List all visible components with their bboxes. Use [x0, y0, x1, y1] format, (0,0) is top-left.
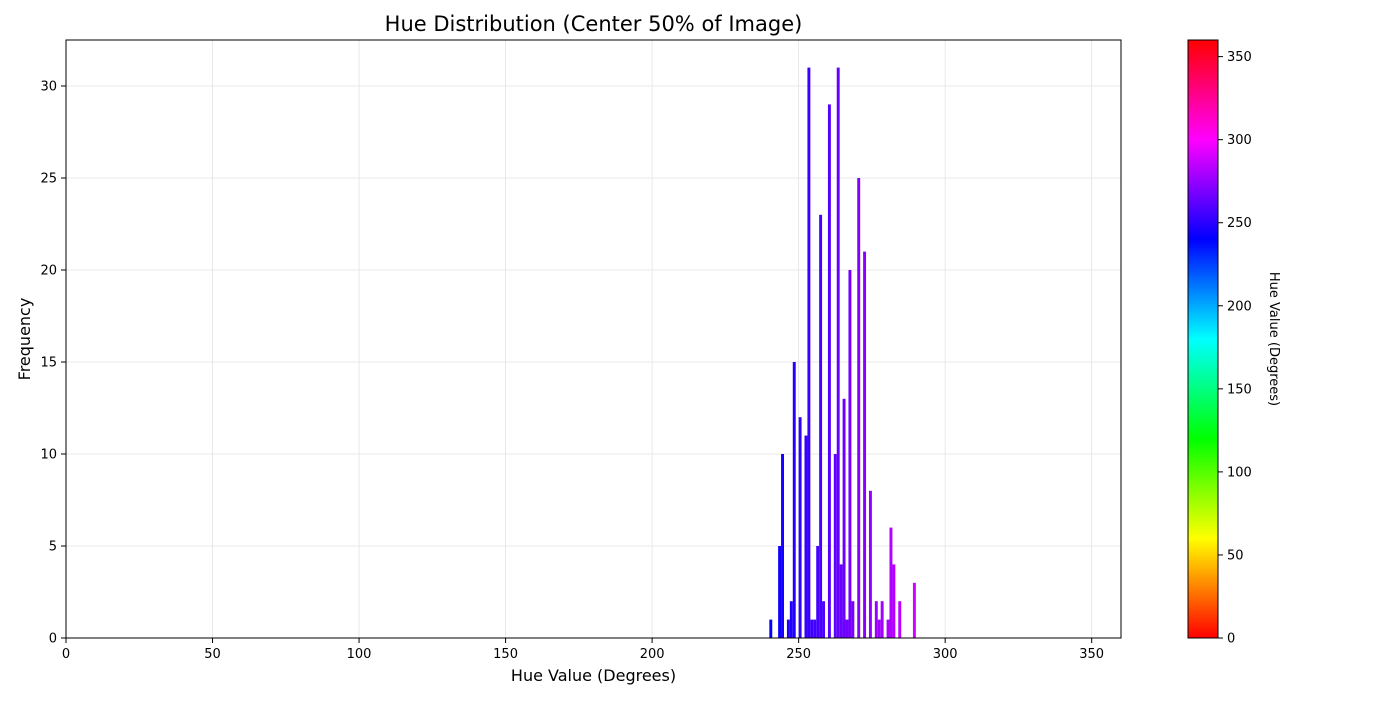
y-tick-label: 30 [40, 80, 57, 95]
histogram-bar [842, 398, 846, 638]
colorbar-tick-label: 100 [1227, 465, 1252, 480]
y-axis-label: Frequency [15, 298, 34, 381]
histogram-bar [886, 619, 890, 638]
colorbar-tick-label: 150 [1227, 382, 1252, 397]
histogram-bar [857, 178, 861, 638]
histogram-bar [898, 601, 902, 638]
y-tick-label: 25 [40, 172, 57, 187]
x-tick-label: 300 [933, 647, 958, 662]
colorbar [1187, 39, 1219, 639]
y-tick-label: 20 [40, 264, 57, 279]
histogram-bars [769, 67, 916, 639]
histogram-bar [851, 601, 855, 638]
histogram-bar [863, 251, 867, 638]
histogram-bar [786, 619, 790, 638]
colorbar-tick-label: 50 [1227, 548, 1244, 563]
y-tick-label: 0 [49, 632, 57, 647]
histogram-bar [880, 601, 884, 638]
histogram-bar [848, 270, 852, 638]
histogram-bar [839, 564, 843, 638]
histogram-bar [822, 601, 826, 638]
x-axis-label: Hue Value (Degrees) [511, 666, 676, 685]
histogram-bar [912, 582, 916, 638]
x-tick-label: 150 [493, 647, 518, 662]
histogram-bar [836, 67, 840, 639]
colorbar-ticks: 0 50 100 150 200 250 300 350 [1218, 50, 1252, 647]
histogram-bar [781, 454, 784, 638]
colorbar-tick-label: 300 [1227, 133, 1252, 148]
histogram-bar [804, 435, 808, 638]
histogram-bar [845, 619, 849, 638]
y-tick-label: 5 [49, 540, 57, 555]
x-tick-label: 250 [786, 647, 811, 662]
grid-lines [65, 40, 1121, 639]
histogram-bar [892, 564, 896, 638]
histogram-bar [868, 490, 872, 638]
x-tick-label: 0 [62, 647, 70, 662]
histogram-bar [810, 619, 814, 638]
colorbar-tick-label: 0 [1227, 632, 1235, 647]
colorbar-label: Hue Value (Degrees) [1266, 272, 1281, 406]
histogram-bar [807, 67, 811, 639]
histogram-bar [827, 104, 831, 638]
histogram-bar [792, 362, 796, 638]
x-tick-label: 100 [347, 647, 372, 662]
colorbar-tick-label: 250 [1227, 216, 1252, 231]
histogram-bar [778, 546, 782, 638]
x-tick-label: 50 [204, 647, 221, 662]
histogram-bar [833, 454, 837, 638]
histogram-bar [789, 601, 793, 638]
y-tick-label: 10 [40, 448, 57, 463]
colorbar-tick-label: 350 [1227, 50, 1252, 65]
y-axis-ticks: 0 5 10 15 20 25 30 [40, 80, 66, 647]
histogram-bar [819, 214, 823, 639]
histogram-bar [874, 601, 878, 638]
histogram-bar [813, 619, 817, 638]
chart-title: Hue Distribution (Center 50% of Image) [385, 12, 803, 36]
histogram-bar [877, 619, 881, 638]
histogram-bar [769, 619, 773, 638]
y-tick-label: 15 [40, 356, 57, 371]
histogram-bar [889, 527, 893, 638]
x-axis-ticks: 0 50 100 150 200 250 300 350 [62, 638, 1104, 662]
histogram-bar [798, 417, 802, 638]
histogram-bar [816, 546, 820, 638]
plot-area-frame [65, 39, 1122, 639]
x-tick-label: 200 [640, 647, 665, 662]
colorbar-tick-label: 200 [1227, 299, 1252, 314]
x-tick-label: 350 [1079, 647, 1104, 662]
